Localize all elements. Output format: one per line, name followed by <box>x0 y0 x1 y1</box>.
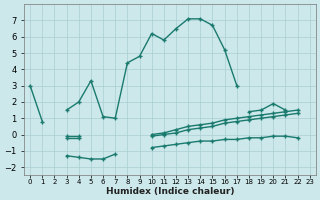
X-axis label: Humidex (Indice chaleur): Humidex (Indice chaleur) <box>106 187 234 196</box>
